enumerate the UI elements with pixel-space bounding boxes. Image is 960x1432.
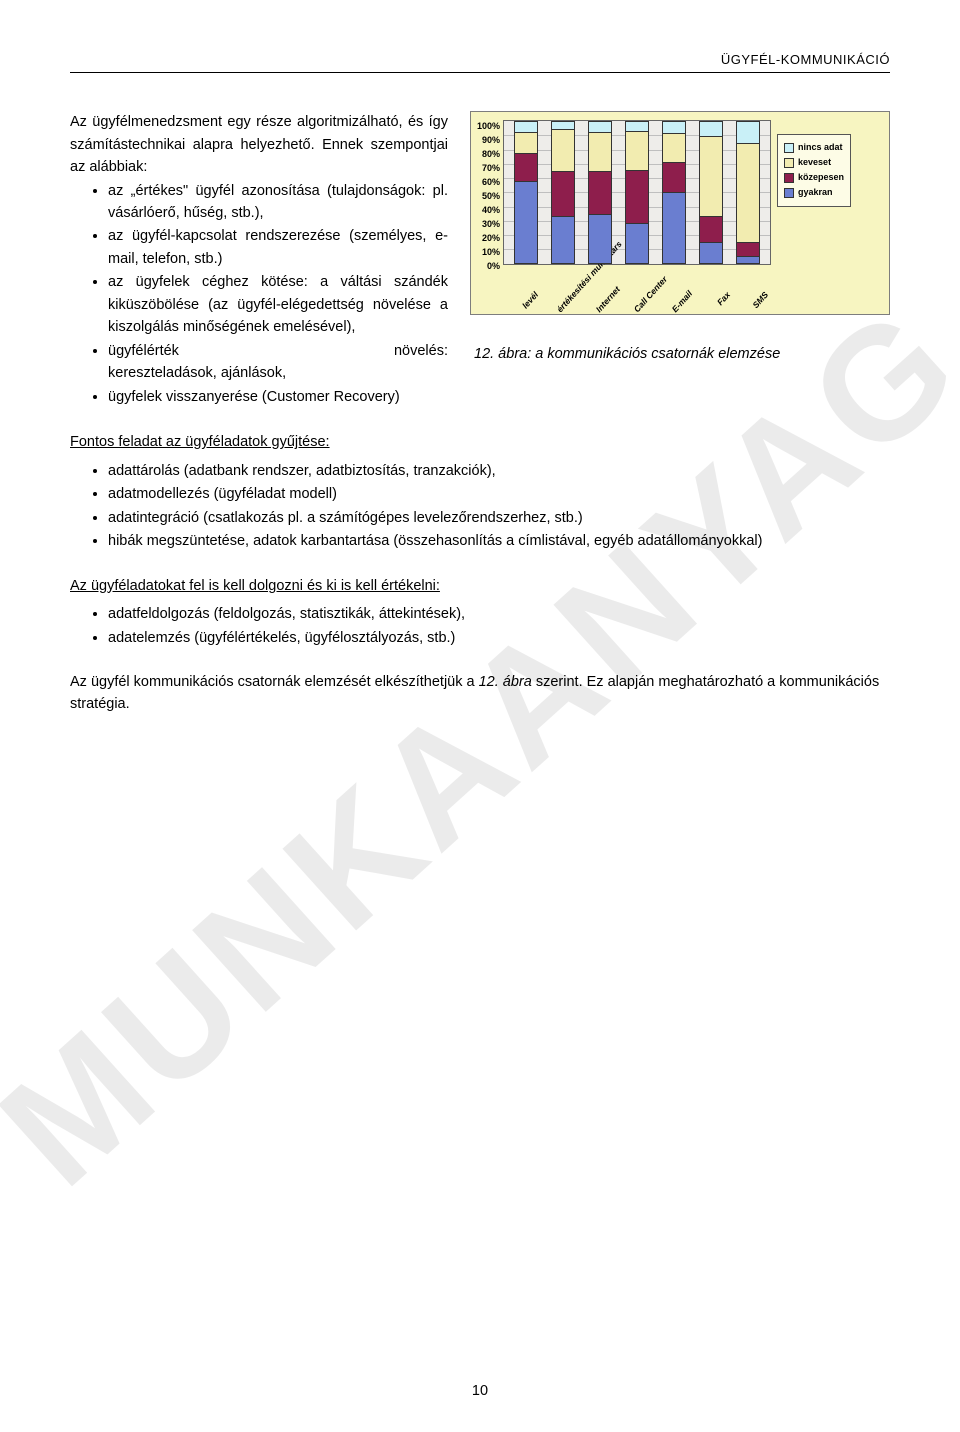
list-item: hibák megszüntetése, adatok karbantartás… (108, 530, 890, 552)
intro-text: Az ügyfélmenedzsment egy része algoritmi… (70, 111, 448, 409)
legend-label: közepesen (798, 171, 844, 185)
bar-segment (737, 122, 759, 143)
closing-paragraph: Az ügyfél kommunikációs csatornák elemzé… (70, 671, 890, 716)
legend-item: közepesen (784, 171, 844, 185)
bar-segment (589, 132, 611, 171)
bar-segment (737, 242, 759, 256)
chart-bar (662, 121, 686, 264)
y-tick-label: 30% (477, 218, 500, 232)
plot-area (503, 120, 771, 265)
page-number: 10 (0, 1380, 960, 1402)
y-tick-label: 60% (477, 176, 500, 190)
list-item: adatmodellezés (ügyféladat modell) (108, 483, 890, 505)
bar-segment (552, 129, 574, 171)
bar-segment (663, 162, 685, 193)
x-tick-label: Call Center (631, 289, 676, 333)
section3-lead: Az ügyféladatokat fel is kell dolgozni é… (70, 575, 890, 597)
bar-segment (663, 192, 685, 262)
bar-segment (552, 216, 574, 262)
bar-segment (626, 122, 648, 130)
list-item: adatfeldolgozás (feldolgozás, statisztik… (108, 603, 890, 625)
plot-wrap: levélértékesítési munkatársInternetCall … (503, 120, 771, 308)
y-tick-label: 10% (477, 246, 500, 260)
top-row: Az ügyfélmenedzsment egy része algoritmi… (70, 111, 890, 409)
chart-bar (625, 121, 649, 264)
intro-paragraph: Az ügyfélmenedzsment egy része algoritmi… (70, 111, 448, 178)
bar-segment (663, 133, 685, 161)
bar-segment (515, 122, 537, 132)
x-tick-label: Fax (708, 289, 753, 333)
y-tick-label: 80% (477, 148, 500, 162)
legend-item: keveset (784, 156, 844, 170)
section3-bullets: adatfeldolgozás (feldolgozás, statisztik… (70, 603, 890, 649)
legend-swatch (784, 188, 794, 198)
bar-segment (700, 136, 722, 216)
bar-segment (589, 171, 611, 213)
bar-segment (700, 122, 722, 136)
x-tick-label: SMS (746, 289, 791, 333)
list-item: ügyfelek visszanyerése (Customer Recover… (108, 386, 448, 408)
list-item: az ügyfél-kapcsolat rendszerezése (szemé… (108, 225, 448, 270)
x-tick-label: E-mail (669, 289, 714, 333)
section2-lead: Fontos feladat az ügyféladatok gyűjtése: (70, 431, 890, 453)
bar-segment (552, 171, 574, 216)
legend-label: nincs adat (798, 141, 843, 155)
bar-segment (515, 132, 537, 153)
li-line2: kereszteladások, ajánlások, (108, 362, 448, 384)
x-tick-label: értékesítési munkatárs (554, 289, 599, 333)
bar-segment (552, 122, 574, 129)
list-item: adatintegráció (csatlakozás pl. a számít… (108, 507, 890, 529)
bar-segment (626, 223, 648, 262)
legend-item: gyakran (784, 186, 844, 200)
page-header: ÜGYFÉL-KOMMUNIKÁCIÓ (70, 50, 890, 73)
list-item: az ügyfelek céghez kötése: a váltási szá… (108, 271, 448, 338)
bar-segment (737, 143, 759, 241)
chart-bar (588, 121, 612, 264)
legend-swatch (784, 158, 794, 168)
legend-swatch (784, 143, 794, 153)
x-axis-labels: levélértékesítési munkatársInternetCall … (503, 265, 771, 308)
legend-item: nincs adat (784, 141, 844, 155)
y-tick-label: 40% (477, 204, 500, 218)
bar-segment (737, 256, 759, 263)
y-tick-label: 50% (477, 190, 500, 204)
bar-segment (589, 122, 611, 132)
chart-bar (551, 121, 575, 264)
y-tick-label: 0% (477, 260, 500, 274)
bar-segment (700, 216, 722, 241)
chart-legend: nincs adatkevesetközepesengyakran (777, 134, 851, 207)
intro-bullets: az „értékes" ügyfél azonosítása (tulajdo… (70, 180, 448, 409)
bar-segment (515, 181, 537, 263)
section2-bullets: adattárolás (adatbank rendszer, adatbizt… (70, 460, 890, 553)
list-item: adattárolás (adatbank rendszer, adatbizt… (108, 460, 890, 482)
y-tick-label: 70% (477, 162, 500, 176)
chart-frame: 100%90%80%70%60%50%40%30%20%10%0% levélé… (470, 111, 890, 315)
x-tick-label: levél (516, 289, 561, 333)
y-tick-label: 20% (477, 232, 500, 246)
list-item: adatelemzés (ügyfélértékelés, ügyféloszt… (108, 627, 890, 649)
bar-segment (626, 170, 648, 223)
y-tick-label: 90% (477, 134, 500, 148)
chart-bar (699, 121, 723, 264)
bar-segment (663, 122, 685, 133)
chart-bar (736, 121, 760, 264)
y-axis-labels: 100%90%80%70%60%50%40%30%20%10%0% (477, 120, 503, 274)
y-tick-label: 100% (477, 120, 500, 134)
list-item: ügyfélérték növelés: kereszteladások, aj… (108, 340, 448, 385)
legend-label: keveset (798, 156, 831, 170)
legend-label: gyakran (798, 186, 833, 200)
bar-segment (700, 242, 722, 263)
legend-swatch (784, 173, 794, 183)
list-item: az „értékes" ügyfél azonosítása (tulajdo… (108, 180, 448, 225)
chart-axes: 100%90%80%70%60%50%40%30%20%10%0% levélé… (477, 120, 771, 308)
chart-bar (514, 121, 538, 264)
bar-segment (515, 153, 537, 181)
li-line1: ügyfélérték növelés: (108, 340, 448, 362)
bar-segment (626, 131, 648, 170)
chart-caption: 12. ábra: a kommunikációs csatornák elem… (470, 343, 890, 365)
chart-column: 100%90%80%70%60%50%40%30%20%10%0% levélé… (470, 111, 890, 365)
x-tick-label: Internet (593, 289, 638, 333)
bar-segment (589, 214, 611, 263)
